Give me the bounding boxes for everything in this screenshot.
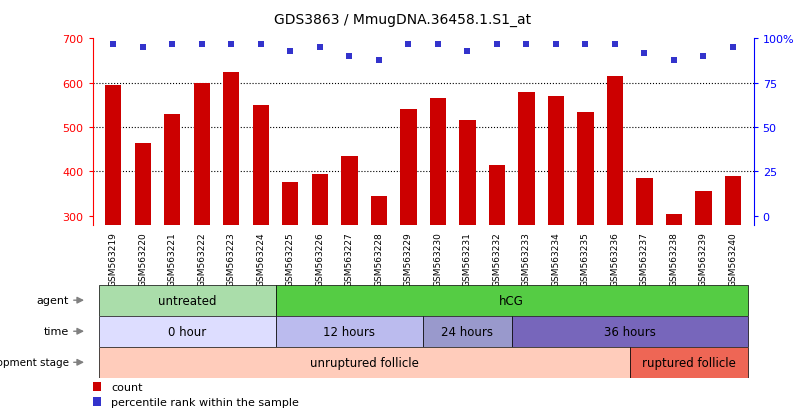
Bar <box>488 165 505 225</box>
Bar <box>223 72 239 225</box>
Bar <box>164 114 181 225</box>
Bar <box>607 77 623 225</box>
Text: percentile rank within the sample: percentile rank within the sample <box>111 396 299 407</box>
Text: 36 hours: 36 hours <box>604 325 655 338</box>
Text: agent: agent <box>37 295 69 306</box>
Bar <box>312 174 328 225</box>
Bar <box>636 179 653 225</box>
Bar <box>430 99 446 225</box>
Text: hCG: hCG <box>499 294 524 307</box>
Bar <box>512 316 748 347</box>
Text: unruptured follicle: unruptured follicle <box>310 356 418 369</box>
Bar <box>548 97 564 225</box>
Bar <box>725 176 741 225</box>
Text: count: count <box>111 382 143 392</box>
Text: ruptured follicle: ruptured follicle <box>642 356 736 369</box>
Bar <box>276 285 748 316</box>
Bar <box>98 347 629 378</box>
Text: 0 hour: 0 hour <box>168 325 206 338</box>
Bar <box>401 110 417 225</box>
Bar <box>282 183 298 225</box>
Bar <box>577 112 593 225</box>
Text: development stage: development stage <box>0 357 69 368</box>
Text: 12 hours: 12 hours <box>323 325 376 338</box>
Bar <box>371 196 387 225</box>
Bar <box>629 347 748 378</box>
Bar <box>666 214 682 225</box>
Bar <box>253 106 269 225</box>
Bar <box>98 285 276 316</box>
Bar <box>341 157 358 225</box>
Bar <box>459 121 476 225</box>
Bar <box>276 316 423 347</box>
Text: GDS3863 / MmugDNA.36458.1.S1_at: GDS3863 / MmugDNA.36458.1.S1_at <box>274 13 532 27</box>
Bar <box>93 382 102 391</box>
Bar <box>135 143 151 225</box>
Bar <box>193 83 210 225</box>
Text: 24 hours: 24 hours <box>442 325 493 338</box>
Text: untreated: untreated <box>158 294 216 307</box>
Text: time: time <box>44 326 69 337</box>
Bar <box>518 93 534 225</box>
Bar <box>106 86 122 225</box>
Bar <box>696 192 712 225</box>
Bar <box>98 316 276 347</box>
Bar <box>423 316 512 347</box>
Bar <box>93 397 102 406</box>
